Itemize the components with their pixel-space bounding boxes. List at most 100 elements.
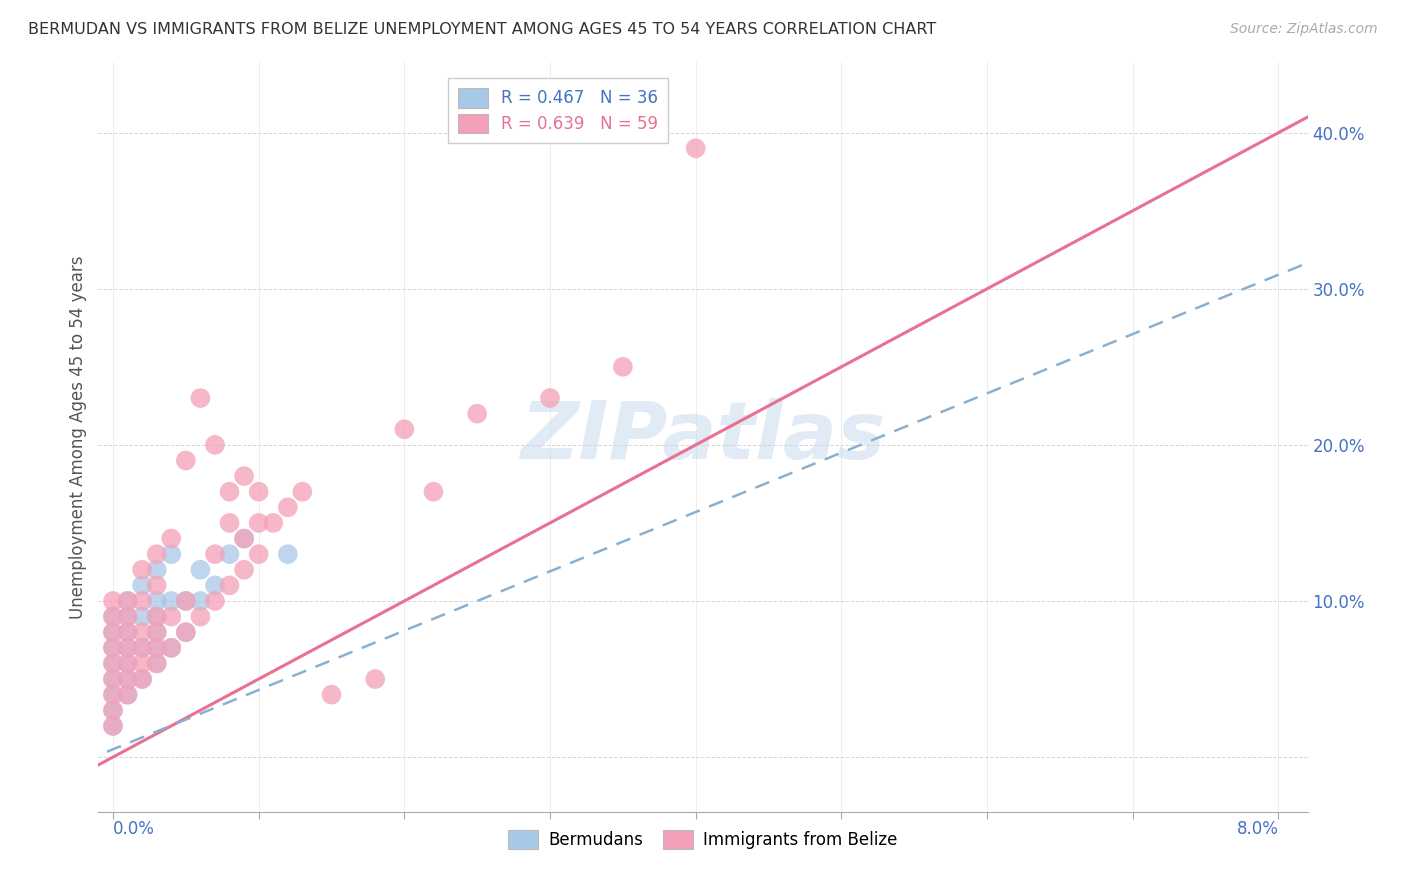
- Point: [145, 578, 167, 592]
- Point: [233, 532, 256, 546]
- Point: [190, 563, 212, 577]
- Point: [160, 640, 183, 655]
- Point: [101, 640, 124, 655]
- Point: [117, 657, 139, 671]
- Point: [233, 563, 256, 577]
- Point: [145, 547, 167, 561]
- Point: [101, 625, 124, 640]
- Point: [145, 640, 167, 655]
- Point: [117, 688, 139, 702]
- Text: ZIPatlas: ZIPatlas: [520, 398, 886, 476]
- Point: [685, 141, 707, 155]
- Point: [174, 594, 197, 608]
- Point: [101, 609, 124, 624]
- Point: [145, 609, 167, 624]
- Point: [131, 563, 153, 577]
- Point: [131, 672, 153, 686]
- Point: [277, 547, 299, 561]
- Point: [117, 672, 139, 686]
- Point: [612, 359, 634, 374]
- Point: [277, 500, 299, 515]
- Point: [394, 422, 416, 436]
- Point: [131, 640, 153, 655]
- Point: [117, 609, 139, 624]
- Point: [204, 578, 226, 592]
- Point: [190, 594, 212, 608]
- Point: [190, 391, 212, 405]
- Point: [101, 703, 124, 717]
- Point: [174, 625, 197, 640]
- Point: [465, 407, 488, 421]
- Legend: Bermudans, Immigrants from Belize: Bermudans, Immigrants from Belize: [502, 823, 904, 855]
- Point: [291, 484, 314, 499]
- Point: [117, 594, 139, 608]
- Point: [218, 578, 240, 592]
- Point: [145, 625, 167, 640]
- Point: [145, 625, 167, 640]
- Point: [247, 484, 270, 499]
- Point: [145, 609, 167, 624]
- Point: [117, 625, 139, 640]
- Point: [117, 625, 139, 640]
- Point: [247, 516, 270, 530]
- Text: BERMUDAN VS IMMIGRANTS FROM BELIZE UNEMPLOYMENT AMONG AGES 45 TO 54 YEARS CORREL: BERMUDAN VS IMMIGRANTS FROM BELIZE UNEMP…: [28, 22, 936, 37]
- Point: [262, 516, 284, 530]
- Point: [160, 640, 183, 655]
- Point: [145, 657, 167, 671]
- Point: [117, 594, 139, 608]
- Point: [190, 609, 212, 624]
- Point: [218, 516, 240, 530]
- Point: [174, 453, 197, 467]
- Point: [538, 391, 561, 405]
- Point: [174, 625, 197, 640]
- Point: [101, 672, 124, 686]
- Point: [233, 469, 256, 483]
- Point: [218, 484, 240, 499]
- Point: [218, 547, 240, 561]
- Point: [174, 594, 197, 608]
- Point: [131, 578, 153, 592]
- Point: [101, 672, 124, 686]
- Point: [101, 719, 124, 733]
- Point: [101, 657, 124, 671]
- Point: [131, 640, 153, 655]
- Point: [101, 719, 124, 733]
- Point: [101, 625, 124, 640]
- Point: [131, 657, 153, 671]
- Point: [160, 547, 183, 561]
- Text: 0.0%: 0.0%: [112, 820, 155, 838]
- Point: [145, 657, 167, 671]
- Y-axis label: Unemployment Among Ages 45 to 54 years: Unemployment Among Ages 45 to 54 years: [69, 255, 87, 619]
- Point: [145, 640, 167, 655]
- Point: [101, 657, 124, 671]
- Point: [101, 640, 124, 655]
- Point: [117, 688, 139, 702]
- Point: [145, 563, 167, 577]
- Point: [204, 438, 226, 452]
- Text: 8.0%: 8.0%: [1236, 820, 1278, 838]
- Point: [160, 609, 183, 624]
- Text: Source: ZipAtlas.com: Source: ZipAtlas.com: [1230, 22, 1378, 37]
- Point: [101, 594, 124, 608]
- Point: [131, 609, 153, 624]
- Point: [101, 688, 124, 702]
- Point: [117, 640, 139, 655]
- Point: [321, 688, 343, 702]
- Point: [101, 688, 124, 702]
- Point: [247, 547, 270, 561]
- Point: [364, 672, 387, 686]
- Point: [117, 657, 139, 671]
- Point: [160, 594, 183, 608]
- Point: [422, 484, 444, 499]
- Point: [204, 547, 226, 561]
- Point: [145, 594, 167, 608]
- Point: [101, 703, 124, 717]
- Point: [117, 672, 139, 686]
- Point: [204, 594, 226, 608]
- Point: [160, 532, 183, 546]
- Point: [131, 672, 153, 686]
- Point: [101, 609, 124, 624]
- Point: [131, 625, 153, 640]
- Point: [117, 609, 139, 624]
- Point: [131, 594, 153, 608]
